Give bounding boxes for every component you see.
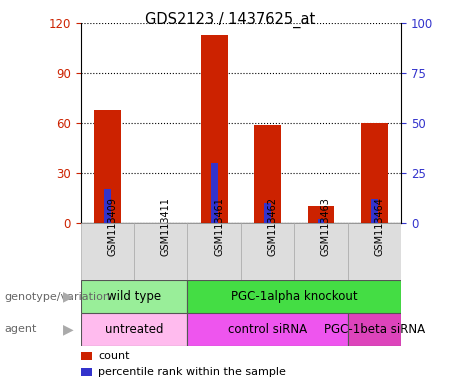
Bar	[81, 280, 188, 313]
Bar	[188, 223, 241, 280]
Text: GSM113463: GSM113463	[321, 197, 331, 256]
Bar	[81, 223, 134, 280]
Text: genotype/variation: genotype/variation	[5, 291, 111, 302]
Bar	[241, 223, 294, 280]
Bar	[371, 199, 378, 223]
Text: GSM113409: GSM113409	[107, 197, 118, 256]
Bar	[264, 203, 271, 223]
Text: GSM113461: GSM113461	[214, 197, 224, 256]
Text: percentile rank within the sample: percentile rank within the sample	[98, 367, 286, 377]
Bar	[318, 219, 324, 223]
Text: wild type: wild type	[107, 290, 161, 303]
Text: GSM113464: GSM113464	[374, 197, 384, 256]
Bar	[294, 223, 348, 280]
Bar	[348, 223, 401, 280]
Text: GSM113462: GSM113462	[267, 197, 278, 256]
Bar	[254, 124, 281, 223]
Text: PGC-1alpha knockout: PGC-1alpha knockout	[231, 290, 358, 303]
Bar	[81, 313, 188, 346]
Bar	[81, 368, 92, 376]
Bar	[134, 223, 188, 280]
Text: ▶: ▶	[63, 290, 74, 304]
Bar	[104, 189, 111, 223]
Bar	[81, 352, 92, 359]
Text: control siRNA: control siRNA	[228, 323, 307, 336]
Bar	[307, 206, 334, 223]
Bar	[211, 163, 218, 223]
Bar	[188, 280, 401, 313]
Text: untreated: untreated	[105, 323, 163, 336]
Text: agent: agent	[5, 324, 37, 334]
Bar	[94, 109, 121, 223]
Bar	[188, 313, 348, 346]
Text: ▶: ▶	[63, 322, 74, 336]
Bar	[348, 313, 401, 346]
Text: GSM113411: GSM113411	[161, 197, 171, 256]
Bar	[361, 123, 388, 223]
Text: count: count	[98, 351, 130, 361]
Bar	[201, 35, 228, 223]
Text: GDS2123 / 1437625_at: GDS2123 / 1437625_at	[145, 12, 316, 28]
Text: PGC-1beta siRNA: PGC-1beta siRNA	[324, 323, 425, 336]
